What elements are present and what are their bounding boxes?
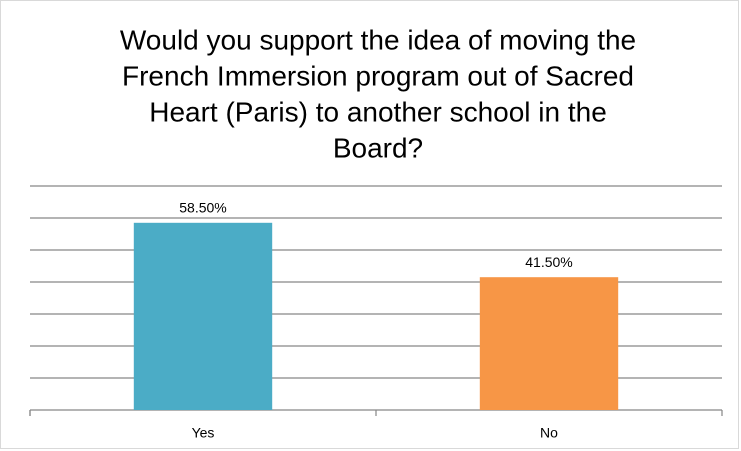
chart-title: Heart (Paris) to another school in the [149, 96, 607, 127]
x-tick-label: No [540, 425, 558, 441]
chart-title: French Immersion program out of Sacred [122, 60, 634, 91]
bar [133, 222, 273, 410]
data-label: 41.50% [525, 254, 572, 270]
chart-title: Board? [333, 132, 423, 163]
bar [479, 277, 619, 410]
data-label: 58.50% [179, 200, 226, 216]
x-tick-label: Yes [192, 425, 215, 441]
chart-title: Would you support the idea of moving the [120, 24, 636, 55]
